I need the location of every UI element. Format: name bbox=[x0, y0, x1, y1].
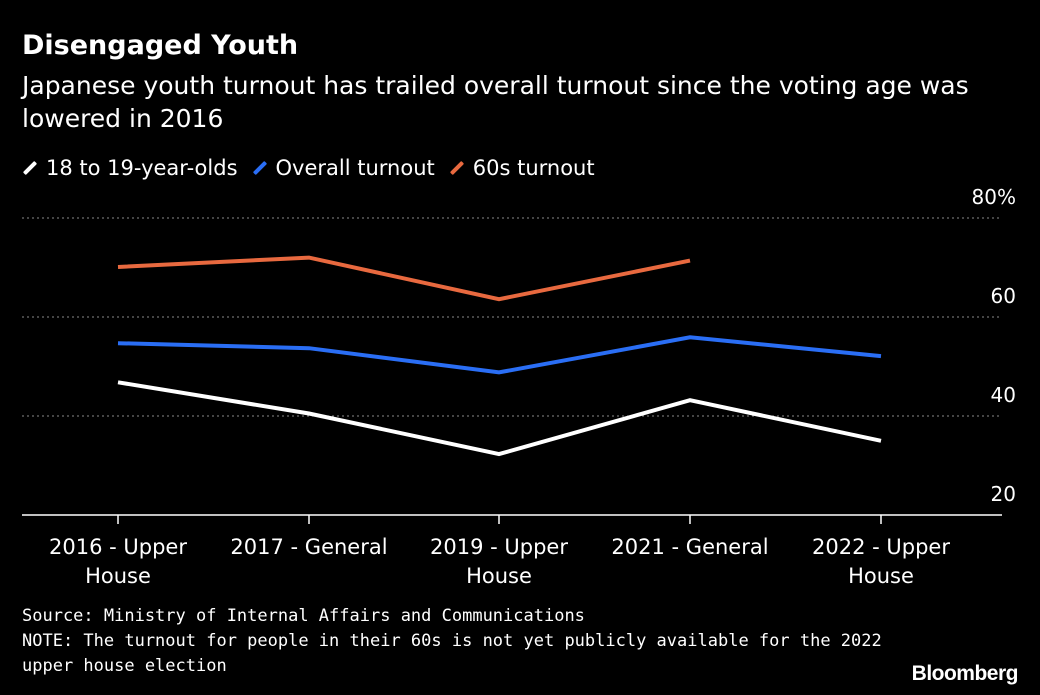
note-line-1: NOTE: The turnout for people in their 60… bbox=[22, 631, 882, 651]
y-tick-label-80: 80% bbox=[972, 185, 1016, 209]
series-line-overall-turnout bbox=[117, 335, 882, 375]
y-tick-label-60: 60 bbox=[991, 284, 1016, 308]
x-tick-label-line: 2022 - Upper bbox=[812, 535, 950, 559]
y-tick-label-20: 20 bbox=[991, 482, 1016, 506]
y-tick-label-40: 40 bbox=[991, 383, 1016, 407]
x-tick-label-0: 2016 - Upper House bbox=[49, 535, 187, 588]
legend-swatch-60s bbox=[449, 160, 464, 176]
line-chart: 20 40 60 80% 2016 - Upper House 2017 - General… bbox=[22, 185, 1016, 588]
source-line: Source: Ministry of Internal Affairs and… bbox=[22, 606, 585, 626]
x-tick-label-3: 2021 - General bbox=[611, 535, 768, 559]
chart-subtitle: Japanese youth turnout has trailed overa… bbox=[22, 71, 969, 133]
legend-label-60s: 60s turnout bbox=[472, 156, 595, 180]
x-tick-label-line: 2017 - General bbox=[230, 535, 387, 559]
legend-item-overall: Overall turnout bbox=[252, 156, 435, 180]
x-tick-label-line: House bbox=[85, 564, 151, 588]
series-line-18-to-19-year-olds bbox=[117, 380, 882, 457]
series-line-60s-turnout bbox=[117, 255, 691, 302]
x-tick-label-line: 2016 - Upper bbox=[49, 535, 187, 559]
x-tick-label-4: 2022 - Upper House bbox=[812, 535, 950, 588]
chart-title: Disengaged Youth bbox=[22, 30, 299, 61]
x-tick-label-line: House bbox=[466, 564, 532, 588]
legend-swatch-youth bbox=[22, 160, 38, 176]
source-notes: Source: Ministry of Internal Affairs and… bbox=[22, 604, 902, 679]
bloomberg-logo: Bloomberg bbox=[911, 662, 1019, 685]
x-tick-label-2: 2019 - Upper House bbox=[430, 535, 568, 588]
x-tick-label-line: 2019 - Upper bbox=[430, 535, 568, 559]
x-tick-label-line: House bbox=[848, 564, 914, 588]
legend-label-youth: 18 to 19-year-olds bbox=[46, 156, 238, 180]
legend: 18 to 19-year-olds Overall turnout 60s t… bbox=[22, 154, 609, 182]
legend-item-60s: 60s turnout bbox=[449, 156, 595, 180]
legend-item-youth: 18 to 19-year-olds bbox=[22, 156, 238, 180]
x-tick-label-line: 2021 - General bbox=[611, 535, 768, 559]
note-line-2: upper house election bbox=[22, 656, 227, 676]
legend-label-overall: Overall turnout bbox=[275, 156, 435, 180]
x-tick-label-1: 2017 - General bbox=[230, 535, 387, 559]
legend-swatch-overall bbox=[252, 160, 267, 176]
